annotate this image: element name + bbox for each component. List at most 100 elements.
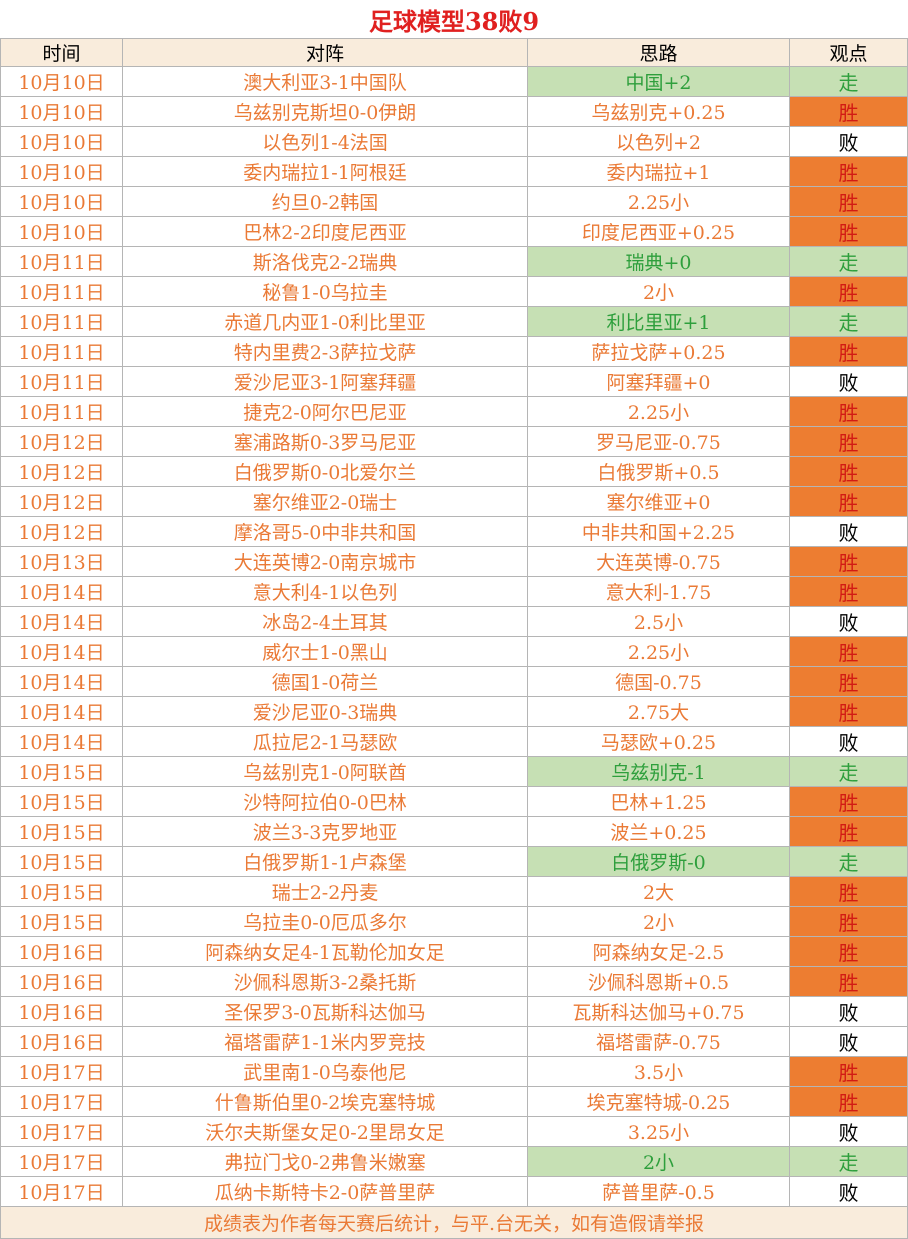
table-row: 10月10日 以色列1-4法国 以色列+2 败: [0, 126, 908, 157]
match-cell: 冰岛2-4土耳其: [122, 606, 528, 637]
verdict-cell: 胜: [788, 486, 908, 517]
match-cell: 弗拉门戈0-2弗鲁米嫩塞: [122, 1146, 528, 1177]
verdict-cell: 败: [788, 1026, 908, 1057]
strategy-cell: 大连英博-0.75: [527, 546, 790, 577]
date-cell: 10月11日: [0, 246, 123, 277]
table-row: 10月11日 爱沙尼亚3-1阿塞拜疆 阿塞拜疆+0 败: [0, 366, 908, 397]
table-row: 10月15日 乌拉圭0-0厄瓜多尔 2小胜: [0, 906, 908, 937]
verdict-cell: 胜: [788, 876, 908, 907]
strategy-cell: 福塔雷萨-0.75: [527, 1026, 790, 1057]
match-cell: 沙特阿拉伯0-0巴林: [122, 786, 528, 817]
match-cell: 意大利4-1以色列: [122, 576, 528, 607]
match-cell: 阿森纳女足4-1瓦勒伦加女足: [122, 936, 528, 967]
strategy-cell: 巴林+1.25: [527, 786, 790, 817]
strategy-cell: 白俄罗斯+0.5: [527, 456, 790, 487]
table-row: 10月11日 特内里费2-3萨拉戈萨 萨拉戈萨+0.25 胜: [0, 336, 908, 367]
date-cell: 10月17日: [0, 1086, 123, 1117]
match-cell: 福塔雷萨1-1米内罗竞技: [122, 1026, 528, 1057]
date-cell: 10月15日: [0, 906, 123, 937]
strategy-cell: 委内瑞拉+1: [527, 156, 790, 187]
strategy-cell: 2.5小: [527, 606, 790, 637]
match-cell: 塞尔维亚2-0瑞士: [122, 486, 528, 517]
date-cell: 10月11日: [0, 306, 123, 337]
strategy-cell: 瑞典+0: [527, 246, 790, 277]
header-strategy: 思路: [527, 38, 790, 67]
match-cell: 沃尔夫斯堡女足0-2里昂女足: [122, 1116, 528, 1147]
verdict-cell: 胜: [788, 426, 908, 457]
table-row: 10月14日 爱沙尼亚0-3瑞典 2.75大胜: [0, 696, 908, 727]
match-cell: 瓜拉尼2-1马瑟欧: [122, 726, 528, 757]
verdict-cell: 胜: [788, 96, 908, 127]
strategy-cell: 马瑟欧+0.25: [527, 726, 790, 757]
date-cell: 10月12日: [0, 426, 123, 457]
table-row: 10月17日 沃尔夫斯堡女足0-2里昂女足 3.25小败: [0, 1116, 908, 1147]
date-cell: 10月11日: [0, 276, 123, 307]
table-row: 10月15日 乌兹别克1-0阿联酋 乌兹别克-1 走: [0, 756, 908, 787]
match-cell: 约旦0-2韩国: [122, 186, 528, 217]
strategy-cell: 白俄罗斯-0: [527, 846, 790, 877]
table-row: 10月10日 约旦0-2韩国 2.25小胜: [0, 186, 908, 217]
match-cell: 捷克2-0阿尔巴尼亚: [122, 396, 528, 427]
date-cell: 10月14日: [0, 666, 123, 697]
table-row: 10月17日 武里南1-0乌泰他尼 3.5小胜: [0, 1056, 908, 1087]
table-row: 10月12日 塞尔维亚2-0瑞士 塞尔维亚+0 胜: [0, 486, 908, 517]
date-cell: 10月16日: [0, 966, 123, 997]
table-row: 10月16日 沙佩科恩斯3-2桑托斯 沙佩科恩斯+0.5 胜: [0, 966, 908, 997]
match-cell: 武里南1-0乌泰他尼: [122, 1056, 528, 1087]
date-cell: 10月15日: [0, 786, 123, 817]
date-cell: 10月11日: [0, 336, 123, 367]
table-row: 10月17日 什鲁斯伯里0-2埃克塞特城 埃克塞特城-0.25 胜: [0, 1086, 908, 1117]
date-cell: 10月10日: [0, 216, 123, 247]
match-cell: 波兰3-3克罗地亚: [122, 816, 528, 847]
table-row: 10月10日 乌兹别克斯坦0-0伊朗 乌兹别克+0.25 胜: [0, 96, 908, 127]
verdict-cell: 胜: [788, 786, 908, 817]
strategy-cell: 萨拉戈萨+0.25: [527, 336, 790, 367]
date-cell: 10月17日: [0, 1116, 123, 1147]
verdict-cell: 败: [788, 996, 908, 1027]
strategy-cell: 以色列+2: [527, 126, 790, 157]
table-row: 10月12日 塞浦路斯0-3罗马尼亚 罗马尼亚-0.75 胜: [0, 426, 908, 457]
match-cell: 澳大利亚3-1中国队: [122, 66, 528, 97]
strategy-cell: 乌兹别克+0.25: [527, 96, 790, 127]
verdict-cell: 走: [788, 246, 908, 277]
match-cell: 乌兹别克斯坦0-0伊朗: [122, 96, 528, 127]
verdict-cell: 走: [788, 306, 908, 337]
verdict-cell: 胜: [788, 816, 908, 847]
date-cell: 10月12日: [0, 486, 123, 517]
date-cell: 10月10日: [0, 186, 123, 217]
strategy-cell: 2小: [527, 276, 790, 307]
match-cell: 斯洛伐克2-2瑞典: [122, 246, 528, 277]
date-cell: 10月10日: [0, 66, 123, 97]
strategy-cell: 波兰+0.25: [527, 816, 790, 847]
date-cell: 10月13日: [0, 546, 123, 577]
title-row: 足球模型38败9: [0, 0, 908, 39]
strategy-cell: 埃克塞特城-0.25: [527, 1086, 790, 1117]
date-cell: 10月10日: [0, 126, 123, 157]
date-cell: 10月10日: [0, 156, 123, 187]
verdict-cell: 败: [788, 126, 908, 157]
strategy-cell: 意大利-1.75: [527, 576, 790, 607]
table-row: 10月14日 威尔士1-0黑山 2.25小胜: [0, 636, 908, 667]
match-cell: 白俄罗斯1-1卢森堡: [122, 846, 528, 877]
verdict-cell: 胜: [788, 936, 908, 967]
verdict-cell: 胜: [788, 696, 908, 727]
verdict-cell: 败: [788, 516, 908, 547]
strategy-cell: 瓦斯科达伽马+0.75: [527, 996, 790, 1027]
strategy-cell: 2小: [527, 906, 790, 937]
strategy-cell: 罗马尼亚-0.75: [527, 426, 790, 457]
verdict-cell: 走: [788, 756, 908, 787]
header-date: 时间: [0, 38, 123, 67]
date-cell: 10月14日: [0, 576, 123, 607]
date-cell: 10月14日: [0, 726, 123, 757]
verdict-cell: 胜: [788, 636, 908, 667]
strategy-cell: 德国-0.75: [527, 666, 790, 697]
date-cell: 10月12日: [0, 456, 123, 487]
table-row: 10月11日 捷克2-0阿尔巴尼亚 2.25小胜: [0, 396, 908, 427]
table-row: 10月14日 意大利4-1以色列 意大利-1.75 胜: [0, 576, 908, 607]
strategy-cell: 2大: [527, 876, 790, 907]
match-cell: 乌兹别克1-0阿联酋: [122, 756, 528, 787]
date-cell: 10月17日: [0, 1146, 123, 1177]
verdict-cell: 胜: [788, 906, 908, 937]
strategy-cell: 3.5小: [527, 1056, 790, 1087]
table-row: 10月11日 赤道几内亚1-0利比里亚 利比里亚+1 走: [0, 306, 908, 337]
